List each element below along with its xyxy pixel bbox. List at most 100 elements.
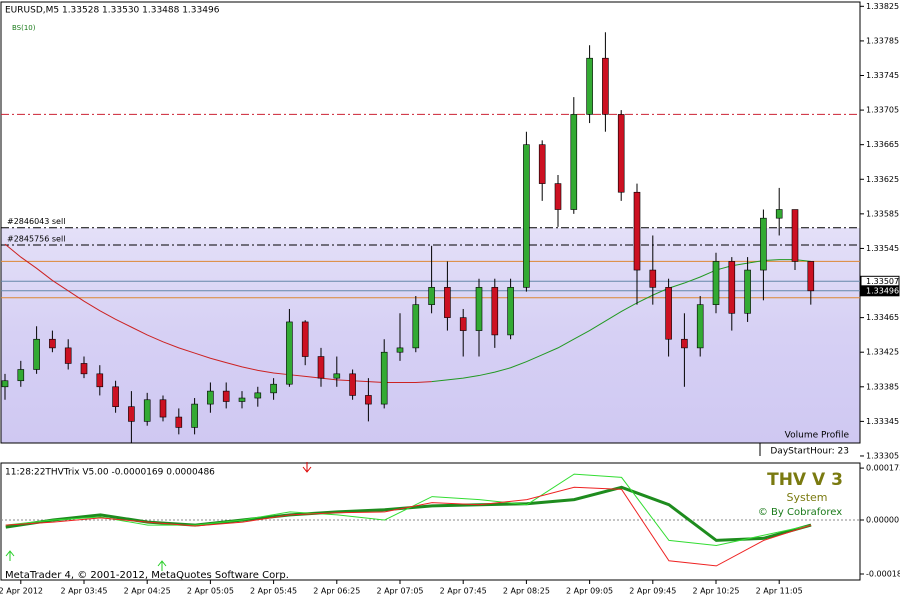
y-tick-label: 1.33465	[866, 313, 899, 322]
candle-body	[333, 373, 341, 379]
candle-body	[270, 383, 277, 394]
indicator-line	[5, 486, 812, 567]
candle-body	[744, 269, 751, 314]
candle-body	[586, 57, 593, 115]
y-tick-label: 1.33585	[866, 209, 899, 218]
candle-body	[538, 144, 546, 184]
x-tick-label: 2 Apr 06:25	[313, 587, 360, 596]
candle-body	[301, 321, 309, 357]
candle-body	[428, 287, 435, 305]
candle-body	[712, 261, 720, 305]
candle-body	[143, 399, 151, 422]
footer: MetaTrader 4, © 2001-2012, MetaQuotes So…	[5, 570, 289, 581]
x-tick-label: 2 Apr 09:45	[629, 587, 676, 596]
brand-credit: © By Cobraforex	[758, 507, 842, 518]
y-tick-label: 1.33665	[866, 140, 899, 149]
indicator-name: BS(10)	[12, 24, 36, 32]
indicator-panel	[0, 462, 861, 581]
candle-body	[96, 373, 104, 388]
y-tick-label: 1.33305	[866, 451, 899, 460]
y-tick-label: 0.000173	[866, 464, 900, 473]
candle-body	[554, 183, 562, 210]
sell-arrow	[302, 462, 312, 473]
candle-body	[791, 209, 799, 262]
main-panel	[0, 1, 861, 444]
candle-body	[175, 416, 183, 428]
x-tick-label: 2 Apr 07:45	[440, 587, 487, 596]
candle-body	[207, 390, 214, 405]
buy-arrow	[5, 550, 15, 561]
price-marker-label: 1.33507	[866, 277, 899, 286]
candle-body	[633, 191, 641, 271]
candle-body	[617, 114, 625, 193]
candle-body	[317, 356, 325, 379]
candle-body	[64, 347, 72, 364]
candle-body	[444, 287, 451, 318]
indicator-line	[5, 473, 812, 547]
x-tick-label: 2 Apr 03:45	[60, 587, 107, 596]
candle-body	[349, 373, 356, 396]
level-label: #2846043 sell	[7, 217, 65, 226]
brand: THV V 3	[767, 470, 843, 490]
candle-body	[665, 287, 672, 340]
candle-body	[491, 287, 499, 336]
chart-title: EURUSD,M5 1.33528 1.33530 1.33488 1.3349…	[5, 6, 220, 16]
x-tick-label: 2 Apr 08:25	[503, 587, 550, 596]
y-tick-label: 1.33745	[866, 71, 899, 80]
candle-body	[396, 347, 404, 353]
candle-body	[459, 317, 467, 331]
price-marker-label: 1.33496	[866, 286, 899, 295]
x-tick-label: 2 Apr 10:25	[692, 587, 739, 596]
candle-body	[286, 321, 293, 385]
y-tick-label: 1.33705	[866, 106, 899, 115]
level-label: #2845756 sell	[7, 234, 65, 243]
candle-body	[222, 390, 230, 402]
candle-body	[696, 304, 704, 349]
candle-body	[159, 399, 167, 418]
annotation: Volume Profile	[785, 431, 850, 441]
candle-body	[412, 304, 420, 349]
candle-body	[807, 261, 815, 292]
y-tick-label: 0.00000	[866, 516, 899, 525]
x-tick-label: 2 Apr 05:45	[250, 587, 297, 596]
candle-body	[475, 287, 483, 331]
candle-body	[128, 406, 135, 422]
candle-body	[523, 144, 530, 288]
buy-arrow	[157, 560, 167, 571]
candle-body	[728, 261, 736, 314]
candle-body	[112, 386, 119, 407]
indicator-title: 11:28:22THVTrix V5.00 -0.0000169 0.00004…	[5, 468, 215, 478]
x-tick-label: 2 Apr 04:25	[124, 587, 171, 596]
brand-sub: System	[786, 491, 827, 504]
x-tick-label: 2 Apr 2012	[0, 587, 43, 596]
candle-body	[17, 369, 25, 382]
candle-body	[507, 287, 514, 336]
y-tick-label: 1.33545	[866, 244, 899, 253]
candle-body	[602, 57, 609, 115]
moving-average	[4, 243, 432, 383]
candle-body	[1, 380, 9, 388]
y-tick-label: 1.33625	[866, 175, 899, 184]
candle-body	[33, 338, 40, 370]
candle-body	[238, 397, 246, 402]
y-tick-label: 1.33425	[866, 348, 899, 357]
candle-body	[570, 114, 578, 210]
price-marker-box	[860, 285, 900, 297]
y-tick-label: 1.33825	[866, 2, 899, 11]
x-tick-label: 2 Apr 05:05	[187, 587, 234, 596]
y-tick-label: 1.33345	[866, 417, 899, 426]
annotation: DayStartHour: 23	[770, 447, 849, 457]
candle-body	[80, 363, 88, 375]
y-tick-label: 1.33785	[866, 36, 899, 45]
x-tick-label: 2 Apr 07:05	[376, 587, 423, 596]
candle-body	[365, 395, 372, 405]
y-tick-label: -0.00018	[866, 570, 900, 579]
candle-body	[254, 392, 262, 399]
candle-body	[380, 351, 388, 405]
y-tick-label: 1.33385	[866, 382, 899, 391]
candle-body	[681, 338, 688, 349]
candle-body	[49, 338, 56, 349]
candle-body	[191, 403, 198, 428]
